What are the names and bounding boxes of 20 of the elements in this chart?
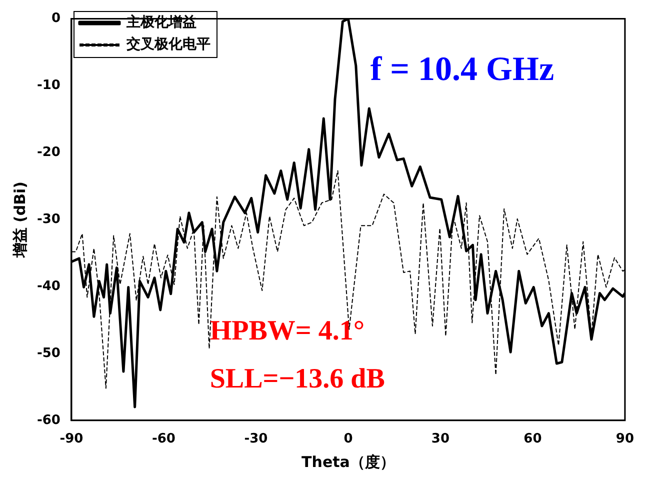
x-tick-label: 0 [344, 432, 353, 447]
y-tick-label: -40 [36, 278, 60, 294]
x-tick-label: -30 [244, 432, 268, 447]
x-tick-label: 90 [616, 432, 634, 447]
x-tick-label: 30 [431, 432, 450, 447]
x-tick-label: 60 [524, 432, 542, 447]
y-tick-label: -10 [36, 78, 60, 94]
annotation: f = 10.4 GHz [370, 50, 554, 88]
y-axis-title: 增益 (dBi) [10, 181, 29, 259]
y-tick-label: -50 [36, 346, 60, 361]
y-tick-label: -20 [36, 145, 60, 160]
y-tick-label: 0 [51, 11, 60, 26]
legend-label: 交叉极化电平 [125, 36, 210, 53]
y-tick-label: -30 [36, 212, 60, 227]
x-tick-label: -90 [60, 432, 84, 447]
x-axis-title: Theta（度） [302, 452, 395, 471]
annotation: SLL=−13.6 dB [210, 363, 385, 394]
x-tick-label: -60 [152, 432, 176, 447]
y-tick-label: -60 [36, 412, 60, 428]
annotation: HPBW= 4.1° [210, 315, 365, 346]
